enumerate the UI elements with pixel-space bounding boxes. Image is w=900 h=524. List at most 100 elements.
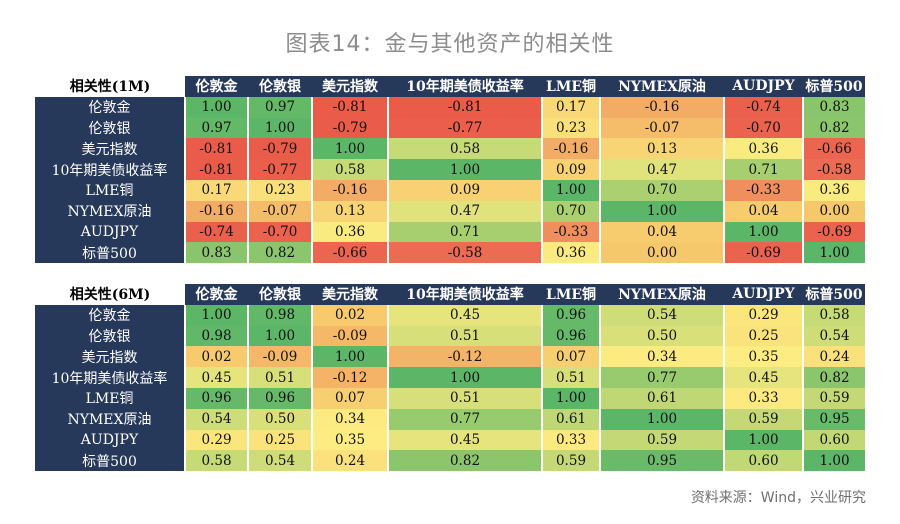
heatmap-cell: 0.45 bbox=[184, 367, 248, 388]
row-label: AUDJPY bbox=[35, 429, 185, 451]
heatmap-cell: 0.82 bbox=[247, 242, 312, 264]
heatmap-cell: 0.36 bbox=[541, 242, 600, 264]
heatmap-cell: 0.59 bbox=[541, 450, 600, 472]
heatmap-cell: -0.79 bbox=[247, 138, 312, 160]
heatmap-cell: 0.36 bbox=[311, 221, 388, 243]
column-header: NYMEX原油 bbox=[600, 284, 724, 305]
correlation-table-1m: 相关性(1M) 伦敦金 伦敦银 美元指数 10年期美债收益率 LME铜 NYME… bbox=[35, 76, 865, 264]
heatmap-cell: 0.17 bbox=[184, 179, 248, 201]
heatmap-cell: 0.36 bbox=[802, 179, 865, 201]
heatmap-cell: 0.07 bbox=[311, 387, 388, 409]
table-row: LME铜 0.17 0.23 -0.16 0.09 1.00 0.70 -0.33 0.36 bbox=[35, 179, 865, 201]
heatmap-cell: 1.00 bbox=[723, 221, 803, 243]
heatmap-cell: 0.70 bbox=[599, 179, 724, 201]
heatmap-cell: 0.54 bbox=[184, 408, 248, 430]
row-label: 伦敦银 bbox=[35, 325, 185, 347]
heatmap-cell: 1.00 bbox=[723, 429, 803, 451]
heatmap-cell: -0.12 bbox=[387, 346, 542, 368]
row-label: NYMEX原油 bbox=[35, 408, 185, 430]
heatmap-cell: 1.00 bbox=[247, 117, 312, 139]
heatmap-cell: 0.60 bbox=[723, 450, 803, 472]
table-row: 美元指数 -0.81 -0.79 1.00 0.58 -0.16 0.13 0.36 -0.66 bbox=[35, 138, 865, 160]
row-label: AUDJPY bbox=[35, 221, 185, 243]
heatmap-cell: -0.12 bbox=[311, 367, 388, 388]
heatmap-cell: 0.95 bbox=[802, 408, 865, 430]
heatmap-cell: -0.69 bbox=[802, 221, 865, 243]
table-row: NYMEX原油 0.54 0.50 0.34 0.77 0.61 1.00 0.59 0.95 bbox=[35, 408, 865, 430]
heatmap-cell: 0.29 bbox=[723, 304, 803, 326]
row-label: LME铜 bbox=[35, 387, 185, 409]
heatmap-cell: 0.34 bbox=[311, 408, 388, 430]
heatmap-cell: 0.96 bbox=[184, 387, 248, 409]
heatmap-cell: -0.09 bbox=[311, 325, 388, 347]
heatmap-cell: 0.60 bbox=[802, 429, 865, 451]
heatmap-cell: 0.23 bbox=[247, 179, 312, 201]
heatmap-cell: 0.24 bbox=[311, 450, 388, 472]
heatmap-cell: 0.13 bbox=[311, 200, 388, 222]
table-row: 伦敦银 0.97 1.00 -0.79 -0.77 0.23 -0.07 -0.70 0.82 bbox=[35, 117, 865, 139]
heatmap-cell: 0.34 bbox=[599, 346, 724, 368]
column-header: 10年期美债收益率 bbox=[388, 76, 542, 97]
heatmap-cell: 0.47 bbox=[599, 159, 724, 180]
heatmap-cell: -0.74 bbox=[184, 221, 248, 243]
heatmap-cell: 0.24 bbox=[802, 346, 865, 368]
table-title: 相关性(6M) bbox=[35, 284, 185, 305]
table-row: 标普500 0.58 0.54 0.24 0.82 0.59 0.95 0.60 1.00 bbox=[35, 450, 865, 472]
heatmap-cell: 1.00 bbox=[541, 387, 600, 409]
heatmap-cell: 0.96 bbox=[247, 387, 312, 409]
heatmap-cell: 0.77 bbox=[387, 408, 542, 430]
heatmap-cell: -0.58 bbox=[387, 242, 542, 264]
header-row: 相关性(1M) 伦敦金 伦敦银 美元指数 10年期美债收益率 LME铜 NYME… bbox=[35, 76, 865, 97]
column-header: LME铜 bbox=[542, 76, 600, 97]
column-header: 标普500 bbox=[803, 76, 865, 97]
column-header: 美元指数 bbox=[312, 76, 388, 97]
heatmap-cell: -0.69 bbox=[723, 242, 803, 264]
heatmap-cell: 0.82 bbox=[387, 450, 542, 472]
heatmap-cell: 0.97 bbox=[184, 117, 248, 139]
heatmap-cell: -0.16 bbox=[599, 96, 724, 118]
column-header: 伦敦金 bbox=[185, 284, 248, 305]
heatmap-cell: 0.71 bbox=[387, 221, 542, 243]
heatmap-cell: -0.16 bbox=[311, 179, 388, 201]
heatmap-cell: -0.33 bbox=[541, 221, 600, 243]
heatmap-cell: 0.47 bbox=[387, 200, 542, 222]
row-label: 标普500 bbox=[35, 450, 185, 472]
heatmap-cell: 0.50 bbox=[247, 408, 312, 430]
heatmap-cell: 0.25 bbox=[247, 429, 312, 451]
heatmap-cell: 1.00 bbox=[541, 179, 600, 201]
heatmap-cell: 0.09 bbox=[541, 159, 600, 180]
heatmap-cell: 0.33 bbox=[541, 429, 600, 451]
heatmap-cell: 0.50 bbox=[599, 325, 724, 347]
table-row: AUDJPY -0.74 -0.70 0.36 0.71 -0.33 0.04 1.00 -0.… bbox=[35, 221, 865, 243]
heatmap-cell: 0.07 bbox=[541, 346, 600, 368]
table-row: NYMEX原油 -0.16 -0.07 0.13 0.47 0.70 1.00 0.04 0.0… bbox=[35, 200, 865, 222]
heatmap-cell: 0.83 bbox=[802, 96, 865, 118]
heatmap-cell: 0.13 bbox=[599, 138, 724, 160]
heatmap-cell: 0.77 bbox=[599, 367, 724, 388]
row-label: LME铜 bbox=[35, 179, 185, 201]
heatmap-cell: -0.07 bbox=[599, 117, 724, 139]
row-label: 美元指数 bbox=[35, 138, 185, 160]
heatmap-cell: 1.00 bbox=[311, 138, 388, 160]
column-header: 伦敦银 bbox=[248, 284, 312, 305]
row-label: NYMEX原油 bbox=[35, 200, 185, 222]
row-label: 美元指数 bbox=[35, 346, 185, 368]
heatmap-cell: -0.66 bbox=[311, 242, 388, 264]
heatmap-cell: -0.74 bbox=[723, 96, 803, 118]
column-header: AUDJPY bbox=[724, 284, 803, 305]
row-label: 标普500 bbox=[35, 242, 185, 264]
heatmap-cell: 0.33 bbox=[723, 387, 803, 409]
heatmap-cell: 0.61 bbox=[541, 408, 600, 430]
heatmap-cell: 0.00 bbox=[599, 242, 724, 264]
heatmap-cell: 0.45 bbox=[387, 429, 542, 451]
table-row: 10年期美债收益率 -0.81 -0.77 0.58 1.00 0.09 0.47 0.71-… bbox=[35, 159, 865, 180]
table-row: 伦敦金 1.00 0.98 0.02 0.45 0.96 0.54 0.29 0.58 bbox=[35, 304, 865, 326]
column-header: NYMEX原油 bbox=[600, 76, 724, 97]
heatmap-cell: 0.45 bbox=[387, 304, 542, 326]
heatmap-cell: -0.16 bbox=[541, 138, 600, 160]
heatmap-cell: 0.82 bbox=[802, 117, 865, 139]
heatmap-cell: 0.04 bbox=[599, 221, 724, 243]
heatmap-cell: 1.00 bbox=[599, 408, 724, 430]
table-row: 美元指数 0.02 -0.09 1.00 -0.12 0.07 0.34 0.35 0.24 bbox=[35, 346, 865, 368]
table-row: 伦敦银 0.98 1.00 -0.09 0.51 0.96 0.50 0.25 0.54 bbox=[35, 325, 865, 347]
